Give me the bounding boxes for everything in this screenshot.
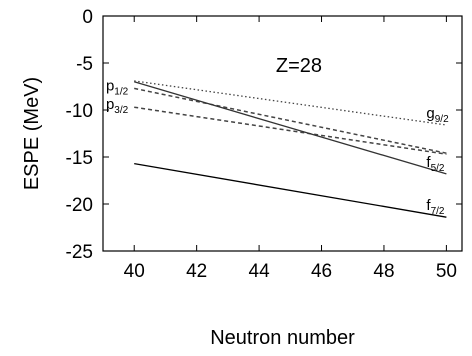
y-tick-label: -5 <box>76 54 93 75</box>
series-label-p1-2: p1/2 <box>106 77 129 97</box>
x-axis-label: Neutron number <box>210 327 355 349</box>
x-tick-label: 46 <box>311 261 332 282</box>
x-tick-label: 50 <box>436 261 457 282</box>
series-labels: g9/2p1/2p3/2f5/2f7/2 <box>106 77 449 217</box>
y-tick-label: -10 <box>66 101 93 122</box>
x-tick-label: 48 <box>373 261 394 282</box>
series-label-f7-2: f7/2 <box>426 197 445 217</box>
x-tick-label: 44 <box>249 261 271 282</box>
plot-frame <box>102 15 463 252</box>
x-tick-label: 42 <box>186 261 207 282</box>
series-label-main: g <box>426 105 434 122</box>
series-line-f7-2 <box>134 162 447 218</box>
series-label-f5-2: f5/2 <box>426 154 445 174</box>
series-label-sub: 1/2 <box>114 86 128 97</box>
y-tick-label: -20 <box>66 195 93 216</box>
series-line-f5-2 <box>134 81 447 175</box>
series-line-p1-2 <box>134 87 447 154</box>
series-label-sub: 9/2 <box>435 114 449 125</box>
series-label-sub: 7/2 <box>431 206 445 217</box>
x-tick-label: 40 <box>124 261 145 282</box>
y-tick-label: -25 <box>66 242 93 263</box>
series-label-main: p <box>106 96 114 113</box>
y-axis-label: ESPE (MeV) <box>21 77 43 190</box>
series-line-p3-2 <box>134 106 447 155</box>
series-label-main: p <box>106 77 114 94</box>
series-label-main: f <box>426 197 431 214</box>
series-label-sub: 3/2 <box>114 105 128 116</box>
axis-ticks: 40 42 44 46 48 50 0 -5 -10 -15 -20 -25 <box>66 7 462 282</box>
z-annotation: Z=28 <box>276 55 322 77</box>
series-label-main: f <box>426 154 431 171</box>
series-line-g9-2 <box>134 80 447 126</box>
plot-lines <box>134 80 447 218</box>
series-label-p3-2: p3/2 <box>106 96 129 116</box>
series-label-g9-2: g9/2 <box>426 105 449 125</box>
y-tick-label: 0 <box>82 7 93 28</box>
y-tick-label: -15 <box>66 148 93 169</box>
series-label-sub: 5/2 <box>431 163 445 174</box>
